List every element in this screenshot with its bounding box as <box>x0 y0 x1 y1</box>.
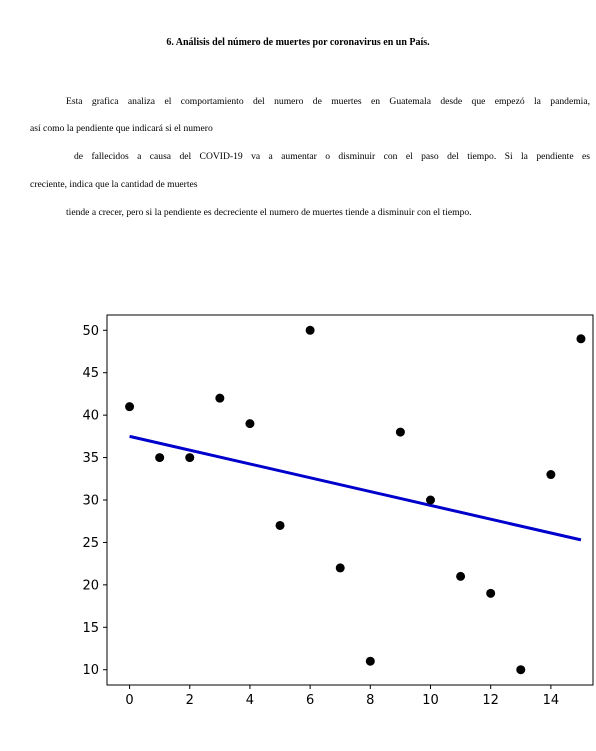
data-point <box>486 588 496 598</box>
x-axis: 0 2 4 6 8 10 12 14 <box>125 685 559 708</box>
data-point <box>215 393 225 403</box>
trend-line <box>129 434 582 542</box>
trend-line-group <box>129 434 582 542</box>
data-point <box>546 470 556 480</box>
x-tick-label: 6 <box>306 693 314 708</box>
y-tick-label: 20 <box>82 578 99 593</box>
data-point <box>185 453 195 463</box>
paragraph-line-3: de fallecidos a causa del COVID-19 va a … <box>74 151 590 162</box>
data-point <box>155 453 165 463</box>
y-tick-label: 10 <box>82 663 99 678</box>
y-tick-label: 15 <box>82 621 99 636</box>
plot-frame <box>106 314 594 686</box>
data-points <box>125 325 586 675</box>
paragraph-line-1: Esta grafica analiza el comportamiento d… <box>66 96 590 107</box>
data-point <box>305 325 315 335</box>
x-tick-label: 10 <box>422 693 439 708</box>
x-tick-label: 8 <box>366 693 374 708</box>
data-point <box>395 427 405 437</box>
data-point <box>245 419 255 429</box>
scatter-chart: 10 15 20 25 30 35 40 45 50 0 2 4 6 8 10 12 14 <box>82 314 594 708</box>
x-tick-label: 4 <box>246 693 254 708</box>
y-axis: 10 15 20 25 30 35 40 45 50 <box>82 324 107 678</box>
paragraph-line-2: así como la pendiente que indicará si el… <box>30 123 213 134</box>
section-heading: 6. Análisis del número de muertes por co… <box>166 37 430 48</box>
paragraph-line-4: creciente, indica que la cantidad de mue… <box>30 179 198 190</box>
data-point <box>275 520 285 530</box>
data-point <box>456 571 466 581</box>
x-tick-label: 12 <box>482 693 499 708</box>
x-tick-label: 2 <box>186 693 194 708</box>
y-tick-label: 40 <box>82 409 99 424</box>
paragraph-line-5: tiende a crecer, pero si la pendiente es… <box>66 207 472 218</box>
y-tick-label: 35 <box>82 451 99 466</box>
x-tick-label: 0 <box>125 693 133 708</box>
data-point <box>365 656 375 666</box>
data-point <box>335 563 345 573</box>
y-tick-label: 50 <box>82 324 99 339</box>
x-tick-label: 14 <box>543 693 560 708</box>
data-point <box>516 665 526 675</box>
y-tick-label: 30 <box>82 494 99 509</box>
data-point <box>576 334 586 344</box>
data-point <box>125 402 135 412</box>
y-tick-label: 45 <box>82 366 99 381</box>
data-point <box>425 495 435 505</box>
y-tick-label: 25 <box>82 536 99 551</box>
